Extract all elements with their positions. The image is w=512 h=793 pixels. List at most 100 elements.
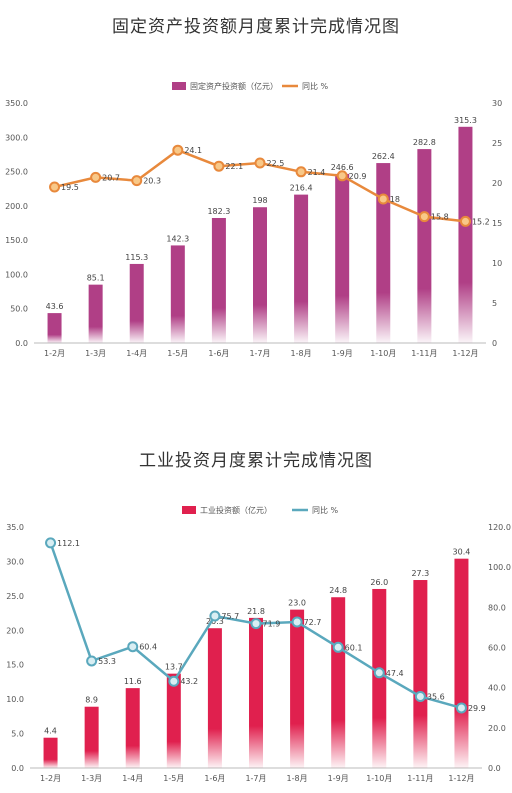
legend-swatch-bar: [182, 506, 196, 514]
y-right-tick-label: 0.0: [488, 764, 501, 773]
line-point: [172, 144, 184, 156]
y-left-tick-label: 30.0: [6, 557, 24, 566]
bar-value-label: 4.4: [44, 727, 57, 736]
line-value-label: 75.7: [221, 612, 239, 621]
line-point: [291, 616, 303, 628]
bar: [417, 149, 432, 343]
line-value-label: 47.4: [386, 669, 404, 678]
line-series: 19.5 20.7 20.3 24.1 22.1 22.5 21.4 20.9 18 15.8 15…: [49, 144, 490, 227]
bar: [88, 284, 103, 343]
y-left-tick-label: 150.0: [5, 236, 28, 245]
y-right-tick-label: 40.0: [488, 684, 506, 693]
fixed-asset-investment-chart: 固定资产投资额月度累计完成情况图 固定资产投资额（亿元） 同比 % 0.0 50.0 1…: [0, 0, 512, 380]
bar-value-label: 13.7: [165, 663, 183, 672]
x-tick-label: 1-9月: [328, 774, 349, 783]
y-left-tick-label: 250.0: [5, 168, 28, 177]
bar-value-label: 142.3: [166, 234, 189, 243]
y-right-tick-label: 30: [492, 99, 502, 108]
chart-title: 工业投资月度累计完成情况图: [139, 451, 373, 471]
bar-series: 43.6 85.1 115.3 142.3 182.3 198 216.4 246.6 262.…: [46, 116, 477, 344]
y-right-tick-label: 80.0: [488, 603, 506, 612]
bar-value-label: 85.1: [87, 274, 105, 283]
bar-value-label: 115.3: [125, 253, 148, 262]
x-tick-label: 1-12月: [452, 349, 478, 358]
y-right-tick-label: 10: [492, 259, 502, 268]
legend-swatch-bar: [172, 82, 186, 90]
bar: [331, 597, 346, 768]
line-value-label: 60.1: [345, 643, 363, 652]
bar: [207, 628, 222, 768]
y-left-tick-label: 20.0: [6, 626, 24, 635]
line-point: [459, 215, 471, 227]
line-point: [131, 175, 143, 187]
y-left-tick-label: 25.0: [6, 592, 24, 601]
x-tick-label: 1-8月: [287, 774, 308, 783]
x-tick-label: 1-5月: [167, 349, 188, 358]
chart-title: 固定资产投资额月度累计完成情况图: [112, 17, 400, 37]
bar-value-label: 198: [252, 196, 267, 205]
y-left-tick-label: 15.0: [6, 661, 24, 670]
line-point: [336, 170, 348, 182]
line-value-label: 29.9: [468, 704, 486, 713]
bar: [211, 217, 226, 343]
bar-value-label: 30.4: [453, 548, 471, 557]
line-point: [418, 211, 430, 223]
legend: 工业投资额（亿元） 同比 %: [182, 505, 339, 515]
line-point: [209, 610, 221, 622]
y-left-tick-label: 0.0: [15, 339, 28, 348]
bar-value-label: 11.6: [124, 677, 142, 686]
y-right-tick-label: 20: [492, 179, 502, 188]
bar: [47, 313, 62, 343]
line-value-label: 60.4: [139, 643, 157, 652]
x-tick-label: 1-2月: [40, 774, 61, 783]
legend-label-bar: 工业投资额（亿元）: [200, 505, 272, 515]
line-point: [414, 691, 426, 703]
bar: [290, 609, 305, 768]
line-value-label: 71.9: [263, 620, 281, 629]
bar-value-label: 315.3: [454, 116, 477, 125]
x-tick-label: 1-9月: [332, 349, 353, 358]
line-point: [254, 157, 266, 169]
line-value-label: 15.8: [431, 213, 449, 222]
line-point: [373, 667, 385, 679]
line-value-label: 21.4: [308, 168, 326, 177]
x-tick-label: 1-2月: [44, 349, 65, 358]
line-value-label: 22.1: [225, 162, 243, 171]
x-tick-label: 1-11月: [411, 349, 437, 358]
line-value-label: 19.5: [61, 183, 79, 192]
bar: [376, 163, 391, 343]
bar-value-label: 24.8: [329, 586, 347, 595]
bar: [84, 706, 99, 768]
legend-label-line: 同比 %: [302, 81, 329, 91]
legend-label-line: 同比 %: [312, 505, 339, 515]
bar: [43, 737, 58, 768]
bar: [170, 245, 185, 343]
bar: [458, 126, 473, 344]
axes: 0.0 50.0 100.0 150.0 200.0 250.0 300.0 350.0 0 5 1…: [5, 99, 502, 358]
chart-svg: 固定资产投资额（亿元） 同比 %0.050.0100.0150.0200.0250…: [5, 81, 502, 358]
bar: [166, 673, 181, 768]
line-point: [127, 641, 139, 653]
bar-value-label: 246.6: [331, 163, 354, 172]
legend-label-bar: 固定资产投资额（亿元）: [190, 81, 278, 91]
line-point: [295, 166, 307, 178]
y-right-tick-label: 15: [492, 219, 502, 228]
bar-value-label: 43.6: [46, 302, 64, 311]
line-point: [213, 160, 225, 172]
bar-value-label: 23.0: [288, 599, 306, 608]
line-value-label: 35.6: [427, 693, 445, 702]
y-right-tick-label: 120.0: [488, 523, 511, 532]
line-point: [86, 655, 98, 667]
x-tick-label: 1-12月: [448, 774, 474, 783]
line-point: [49, 181, 61, 193]
bar-series: 4.4 8.9 11.6 13.7 20.3 21.8 23.0 24.8 26.0 27.3 30…: [43, 548, 471, 768]
line-point: [250, 618, 262, 630]
x-tick-label: 1-11月: [407, 774, 433, 783]
y-left-tick-label: 35.0: [6, 523, 24, 532]
y-right-tick-label: 25: [492, 139, 502, 148]
x-tick-label: 1-3月: [85, 349, 106, 358]
x-tick-label: 1-10月: [366, 774, 392, 783]
y-right-tick-label: 20.0: [488, 724, 506, 733]
line-point: [45, 537, 57, 549]
y-left-tick-label: 0.0: [11, 764, 24, 773]
